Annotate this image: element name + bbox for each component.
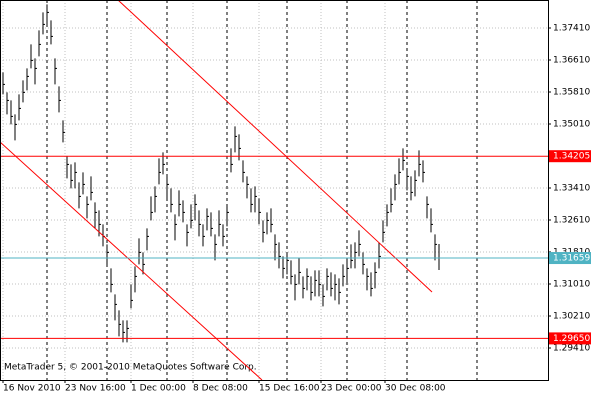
x-tick-label: 23 Nov 16:00 [65, 384, 126, 394]
x-tick-label: 15 Dec 16:00 [259, 384, 320, 394]
price-label: 1.31659 [553, 254, 590, 264]
y-tick-label: 1.33410 [553, 184, 590, 194]
price-label-box [549, 150, 591, 163]
x-tick-label: 1 Dec 00:00 [131, 384, 186, 394]
y-tick-label: 1.35810 [553, 88, 590, 98]
y-tick-label: 1.36610 [553, 56, 590, 66]
x-tick-label: 8 Dec 08:00 [193, 384, 248, 394]
y-tick-label: 1.32610 [553, 216, 590, 226]
copyright: MetaTrader 5, © 2001-2010 MetaQuotes Sof… [4, 363, 257, 373]
price-label-box [549, 252, 591, 265]
x-tick-label: 16 Nov 2010 [3, 384, 61, 394]
price-label: 1.34205 [553, 152, 590, 162]
price-label-box [549, 332, 591, 345]
x-tick-label: 30 Dec 08:00 [385, 384, 446, 394]
y-tick-label: 1.35010 [553, 120, 590, 130]
trend-line [0, 141, 263, 381]
y-tick-label: 1.30210 [553, 312, 590, 322]
price-label: 1.29650 [553, 334, 590, 344]
y-tick-label: 1.31010 [553, 280, 590, 290]
trend-line [117, 0, 433, 293]
x-tick-label: 23 Dec 00:00 [321, 384, 382, 394]
plot-frame [0, 0, 549, 381]
y-tick-label: 1.29410 [553, 344, 590, 354]
y-tick-label: 1.37410 [553, 24, 590, 34]
